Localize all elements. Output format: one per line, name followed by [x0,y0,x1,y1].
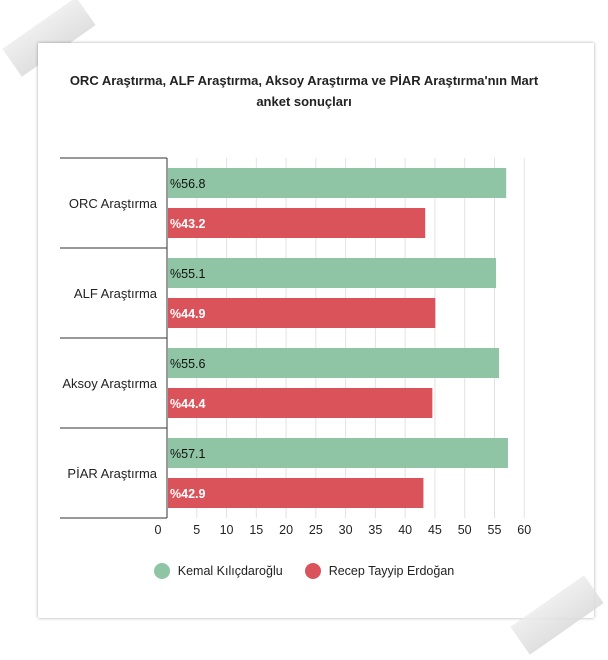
x-tick-label-45: 45 [428,523,442,537]
bar-alf-arastirma-kemal-kilicdaroglu [168,258,497,288]
data-label-aksoy-arastirma-kemal-kilicdaroglu: %55.6 [170,357,205,371]
bar-piar-arastirma-recep-tayyip-erdogan [168,478,424,508]
x-tick-label-35: 35 [368,523,382,537]
legend-marker-kilicdaroglu [153,563,170,579]
x-tick-label-10: 10 [220,523,234,537]
legend-label-erdogan: Recep Tayyip Erdoğan [328,564,455,578]
legend-item-kilicdaroglu[interactable]: Kemal Kılıçdaroğlu [153,563,283,579]
bar-aksoy-arastirma-recep-tayyip-erdogan [168,388,433,418]
x-tick-label-25: 25 [309,523,323,537]
chart-legend: Kemal Kılıçdaroğlu Recep Tayyip Erdoğan [0,561,608,581]
data-label-aksoy-arastirma-recep-tayyip-erdogan: %44.4 [170,397,205,411]
x-tick-label-30: 30 [339,523,353,537]
x-tick-label-55: 55 [488,523,502,537]
data-label-orc-arastirma-kemal-kilicdaroglu: %56.8 [170,177,205,191]
bar-alf-arastirma-recep-tayyip-erdogan [168,298,436,328]
x-tick-label-50: 50 [458,523,472,537]
chart-title-line-2: anket sonuçları [256,94,352,109]
legend-item-erdogan[interactable]: Recep Tayyip Erdoğan [304,563,455,579]
bar-piar-arastirma-kemal-kilicdaroglu [168,438,508,468]
data-label-alf-arastirma-kemal-kilicdaroglu: %55.1 [170,267,205,281]
chart-title: ORC Araştırma, ALF Araştırma, Aksoy Araş… [0,70,608,112]
x-tick-label-40: 40 [398,523,412,537]
category-label-aksoy-arastirma: Aksoy Araştırma [62,376,157,391]
category-label-alf-arastirma: ALF Araştırma [74,286,158,301]
x-tick-label-15: 15 [249,523,263,537]
legend-label-kilicdaroglu: Kemal Kılıçdaroğlu [177,564,283,578]
data-label-orc-arastirma-recep-tayyip-erdogan: %43.2 [170,217,205,231]
data-label-alf-arastirma-recep-tayyip-erdogan: %44.9 [170,307,205,321]
data-label-piar-arastirma-recep-tayyip-erdogan: %42.9 [170,487,205,501]
bar-aksoy-arastirma-kemal-kilicdaroglu [168,348,500,378]
category-label-orc-arastirma: ORC Araştırma [69,196,158,211]
bar-orc-arastirma-kemal-kilicdaroglu [168,168,507,198]
legend-marker-erdogan [304,563,321,579]
x-tick-label-0: 0 [155,523,162,537]
bar-orc-arastirma-recep-tayyip-erdogan [168,208,426,238]
category-label-piar-arastirma: PİAR Araştırma [67,466,157,481]
x-tick-label-20: 20 [279,523,293,537]
data-label-piar-arastirma-kemal-kilicdaroglu: %57.1 [170,447,205,461]
x-tick-label-60: 60 [517,523,531,537]
chart-title-line-1: ORC Araştırma, ALF Araştırma, Aksoy Araş… [69,73,539,88]
x-tick-label-5: 5 [193,523,200,537]
